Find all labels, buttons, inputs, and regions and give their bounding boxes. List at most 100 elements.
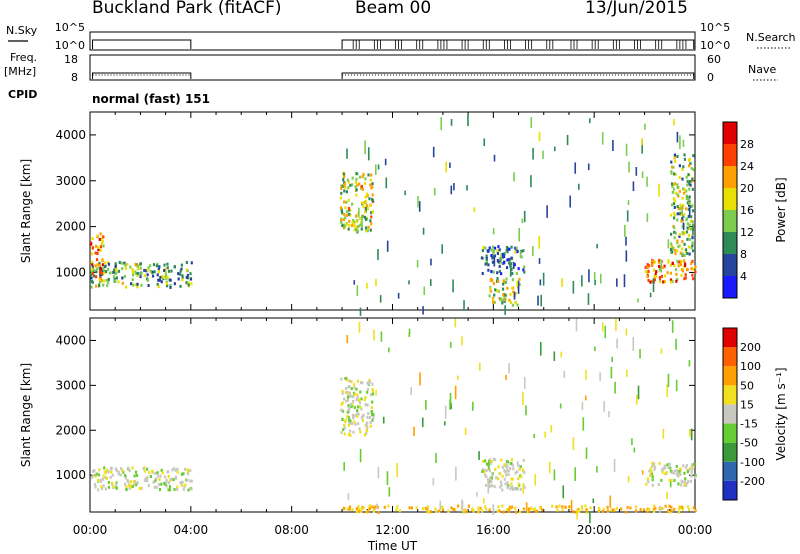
data-cell — [489, 278, 492, 282]
data-cell — [650, 470, 653, 474]
data-cell — [577, 507, 580, 511]
data-cell — [685, 483, 688, 487]
data-cell — [153, 270, 156, 274]
data-cell — [361, 414, 365, 418]
data-cell — [362, 506, 365, 510]
data-streak — [421, 417, 424, 428]
data-streak — [450, 185, 453, 195]
data-cell — [185, 261, 188, 265]
data-cell — [677, 507, 681, 511]
data-cell — [356, 379, 360, 383]
data-cell — [102, 267, 105, 271]
data-streak — [581, 402, 584, 411]
data-streak — [408, 280, 410, 285]
data-streak — [513, 291, 516, 300]
data-cell — [114, 467, 118, 471]
data-cell — [341, 184, 345, 188]
data-cell — [686, 481, 689, 485]
colorbar-tick-label: -200 — [740, 475, 765, 488]
data-cell — [492, 270, 495, 274]
data-cell — [366, 390, 369, 394]
data-cell — [672, 187, 676, 191]
data-cell — [499, 485, 502, 489]
data-cell — [678, 212, 681, 216]
data-cell — [686, 470, 689, 474]
data-cell — [369, 504, 372, 508]
data-streak — [347, 493, 350, 501]
data-cell — [677, 264, 680, 268]
data-cell — [680, 483, 683, 487]
data-cell — [512, 290, 515, 294]
data-cell — [501, 474, 504, 478]
data-cell — [503, 252, 506, 256]
data-cell — [510, 262, 513, 266]
data-cell — [115, 276, 118, 280]
data-cell — [688, 223, 691, 227]
data-cell — [673, 230, 676, 234]
data-cell — [503, 260, 506, 264]
data-cell — [176, 485, 179, 489]
data-cell — [345, 190, 348, 194]
data-streak — [594, 346, 596, 352]
data-cell — [181, 480, 184, 484]
data-cell — [369, 393, 372, 397]
data-cell — [694, 265, 697, 269]
data-cell — [686, 222, 689, 226]
data-cell — [653, 278, 656, 282]
data-cell — [680, 219, 683, 223]
data-streak — [435, 452, 437, 464]
ylabel-velocity: Slant Range [km] — [19, 363, 33, 467]
data-cell — [91, 246, 94, 250]
data-cell — [509, 487, 512, 491]
data-streak — [611, 356, 613, 363]
data-cell — [518, 510, 522, 514]
data-cell — [106, 284, 109, 288]
data-streak — [594, 279, 596, 286]
data-streak — [679, 135, 681, 150]
data-cell — [667, 260, 670, 264]
data-cell — [101, 242, 104, 246]
data-cell — [487, 263, 490, 267]
data-cell — [349, 213, 352, 217]
data-cell — [490, 269, 493, 273]
data-cell — [346, 178, 349, 182]
data-cell — [90, 475, 94, 479]
data-cell — [482, 256, 485, 260]
data-cell — [126, 262, 129, 266]
data-streak — [560, 351, 563, 358]
data-cell — [484, 483, 488, 487]
data-cell — [672, 211, 676, 215]
data-streak — [477, 506, 479, 514]
data-cell — [667, 509, 670, 513]
data-cell — [516, 487, 519, 491]
data-streak — [569, 195, 572, 208]
data-cell — [97, 248, 100, 252]
data-cell — [687, 234, 691, 238]
data-cell — [132, 283, 135, 287]
data-cell — [510, 266, 513, 270]
data-cell — [360, 397, 363, 401]
data-cell — [345, 377, 349, 381]
data-cell — [95, 284, 98, 288]
data-cell — [585, 508, 588, 512]
data-cell — [447, 509, 450, 513]
data-cell — [344, 391, 347, 395]
data-cell — [107, 470, 110, 474]
data-streak — [418, 201, 421, 212]
data-cell — [129, 480, 132, 484]
data-cell — [516, 470, 519, 474]
data-cell — [160, 482, 163, 486]
data-cell — [672, 202, 676, 206]
data-cell — [497, 505, 500, 509]
data-cell — [681, 252, 684, 256]
data-cell — [136, 264, 139, 268]
xtick-label: 04:00 — [174, 523, 209, 537]
data-streak — [596, 243, 598, 249]
data-cell — [100, 279, 103, 283]
data-cell — [368, 380, 372, 384]
data-cell — [146, 467, 149, 471]
data-cell — [489, 287, 492, 291]
data-streak — [649, 292, 652, 298]
freq-trace — [341, 72, 695, 79]
data-cell — [635, 505, 638, 509]
